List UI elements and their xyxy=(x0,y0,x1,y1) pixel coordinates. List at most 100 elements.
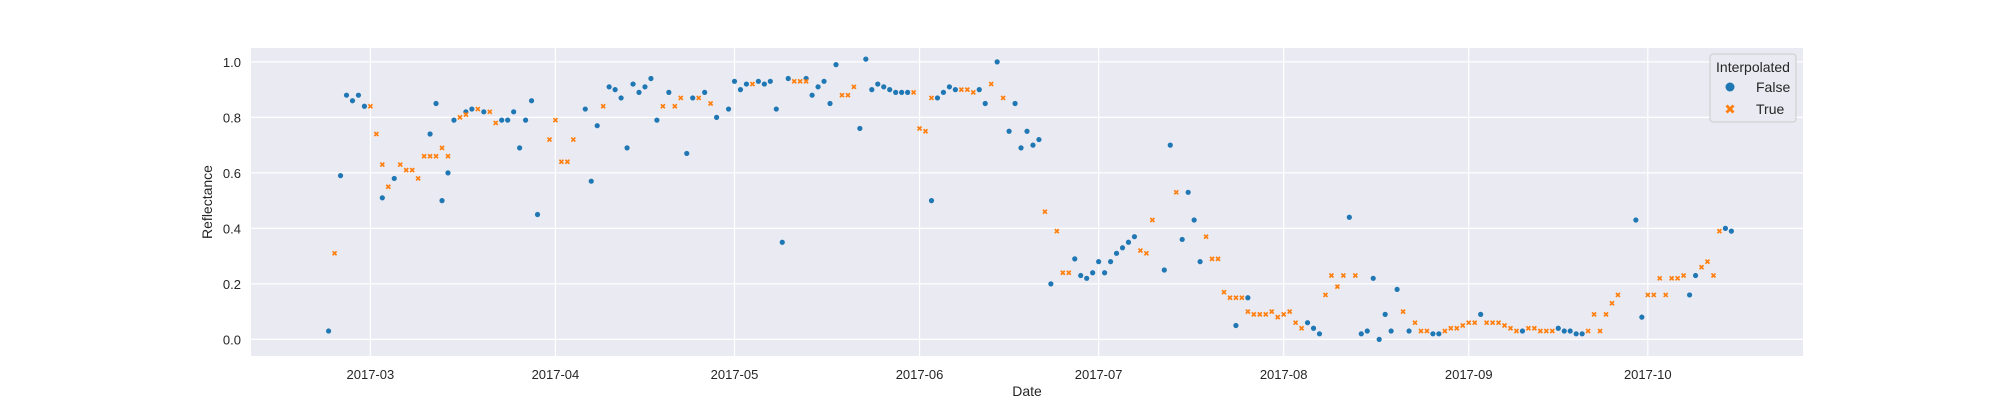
point-false xyxy=(940,89,947,95)
point-false xyxy=(690,95,696,101)
point-true xyxy=(1704,259,1711,265)
x-tick-label: 2017-08 xyxy=(1260,367,1308,382)
point-true xyxy=(1149,217,1155,223)
point-false xyxy=(433,100,439,107)
point-true xyxy=(1585,328,1591,334)
point-false xyxy=(439,198,445,204)
point-false xyxy=(881,84,887,90)
point-false xyxy=(1096,259,1102,265)
point-false xyxy=(1048,281,1054,287)
point-false xyxy=(1191,217,1197,223)
legend-label-false: False xyxy=(1756,79,1790,95)
point-true xyxy=(1525,325,1532,331)
point-true xyxy=(1442,328,1448,334)
point-false xyxy=(612,87,618,93)
point-true xyxy=(1352,272,1358,279)
point-true xyxy=(1340,272,1346,279)
point-true xyxy=(1507,325,1514,331)
point-false xyxy=(875,81,881,87)
point-true xyxy=(1501,322,1508,329)
point-true xyxy=(1513,328,1520,334)
point-false xyxy=(1406,328,1412,334)
y-tick-labels: 0.0 0.2 0.4 0.6 0.8 1.0 xyxy=(223,55,241,347)
point-true xyxy=(1675,275,1681,281)
point-false xyxy=(1006,128,1012,134)
point-false xyxy=(326,328,332,334)
x-tick-label: 2017-06 xyxy=(896,367,944,382)
point-false xyxy=(737,87,744,93)
point-false xyxy=(469,106,475,112)
y-axis-label: Reflectance xyxy=(199,165,215,239)
point-false xyxy=(624,145,630,151)
point-false xyxy=(1310,325,1317,331)
point-true xyxy=(1251,311,1257,317)
y-tick-label: 0.0 xyxy=(223,332,241,347)
point-false xyxy=(976,87,982,93)
point-true xyxy=(696,95,702,101)
point-false xyxy=(391,175,397,182)
point-false xyxy=(522,117,529,123)
point-true xyxy=(1663,292,1669,298)
data-points xyxy=(326,56,1734,342)
point-false xyxy=(773,106,779,112)
point-false xyxy=(1012,100,1018,107)
point-false xyxy=(1686,292,1693,298)
point-false xyxy=(630,81,636,87)
point-false xyxy=(755,78,761,84)
point-true xyxy=(1716,228,1723,234)
point-false xyxy=(1478,311,1484,317)
point-true xyxy=(1287,309,1293,315)
point-false xyxy=(582,106,588,112)
point-true xyxy=(1233,295,1239,301)
point-true xyxy=(1466,320,1472,326)
point-false xyxy=(887,87,893,93)
point-true xyxy=(910,89,917,95)
point-false xyxy=(899,89,905,95)
point-true xyxy=(1269,309,1275,315)
point-false xyxy=(946,84,953,90)
point-false xyxy=(588,178,594,184)
point-true xyxy=(1143,250,1149,256)
point-false xyxy=(427,131,433,137)
point-false xyxy=(654,117,660,123)
point-true xyxy=(1710,272,1717,279)
point-false xyxy=(1722,225,1728,231)
point-true xyxy=(379,161,385,168)
point-false xyxy=(1113,250,1120,256)
point-true xyxy=(958,87,964,93)
point-true xyxy=(1054,228,1060,234)
point-true xyxy=(851,84,857,90)
point-false xyxy=(445,170,451,176)
point-false xyxy=(714,114,720,120)
legend: Interpolated False True xyxy=(1709,53,1797,123)
point-false xyxy=(379,195,385,201)
point-true xyxy=(1591,311,1597,317)
point-false xyxy=(1388,328,1394,334)
point-true xyxy=(427,153,433,159)
point-false xyxy=(1304,320,1311,326)
point-false xyxy=(743,81,750,87)
point-false xyxy=(1245,295,1251,301)
point-false xyxy=(1072,256,1078,262)
point-true xyxy=(1603,311,1609,317)
point-true xyxy=(415,175,421,182)
point-true xyxy=(678,95,684,101)
point-true xyxy=(1669,275,1675,281)
point-true xyxy=(791,78,797,84)
point-true xyxy=(1239,295,1245,301)
point-false xyxy=(1364,328,1370,334)
point-true xyxy=(564,159,570,165)
x-tick-label: 2017-10 xyxy=(1624,367,1672,382)
point-false xyxy=(893,89,899,95)
point-true xyxy=(1137,247,1144,254)
point-true xyxy=(1066,270,1072,276)
point-false xyxy=(1179,236,1185,243)
point-true xyxy=(1000,95,1006,101)
point-true xyxy=(1328,272,1335,279)
point-false xyxy=(1579,331,1585,337)
y-tick-label: 0.2 xyxy=(223,277,241,292)
point-false xyxy=(1036,136,1042,143)
point-true xyxy=(1245,309,1251,315)
point-true xyxy=(1543,328,1549,334)
